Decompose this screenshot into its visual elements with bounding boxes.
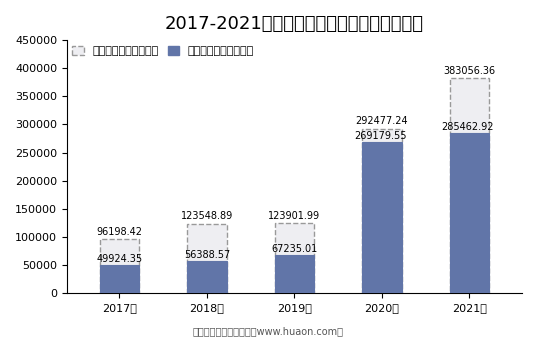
- Text: 123548.89: 123548.89: [181, 212, 233, 221]
- Text: 制图：华经产业研究院（www.huaon.com）: 制图：华经产业研究院（www.huaon.com）: [193, 326, 344, 336]
- Text: 49924.35: 49924.35: [96, 254, 142, 264]
- Text: 292477.24: 292477.24: [355, 116, 408, 126]
- Text: 56388.57: 56388.57: [184, 250, 230, 260]
- Legend: 瑞联新材总资产：万元, 瑞联新材净资产：万元: 瑞联新材总资产：万元, 瑞联新材净资产：万元: [72, 46, 254, 56]
- Bar: [362, 142, 402, 293]
- Bar: [275, 255, 314, 293]
- Bar: [275, 223, 314, 293]
- Bar: [450, 78, 489, 293]
- Bar: [100, 265, 139, 293]
- Bar: [450, 132, 489, 293]
- Text: 96198.42: 96198.42: [96, 227, 142, 237]
- Text: 67235.01: 67235.01: [271, 244, 317, 254]
- Title: 2017-2021年瑞联新材总资产及净资产统计图: 2017-2021年瑞联新材总资产及净资产统计图: [165, 15, 424, 33]
- Bar: [362, 129, 402, 293]
- Text: 285462.92: 285462.92: [441, 121, 494, 131]
- Text: 383056.36: 383056.36: [444, 66, 496, 75]
- Text: 269179.55: 269179.55: [354, 131, 407, 141]
- Text: 123901.99: 123901.99: [268, 211, 321, 221]
- Bar: [100, 239, 139, 293]
- Bar: [187, 224, 227, 293]
- Bar: [187, 261, 227, 293]
